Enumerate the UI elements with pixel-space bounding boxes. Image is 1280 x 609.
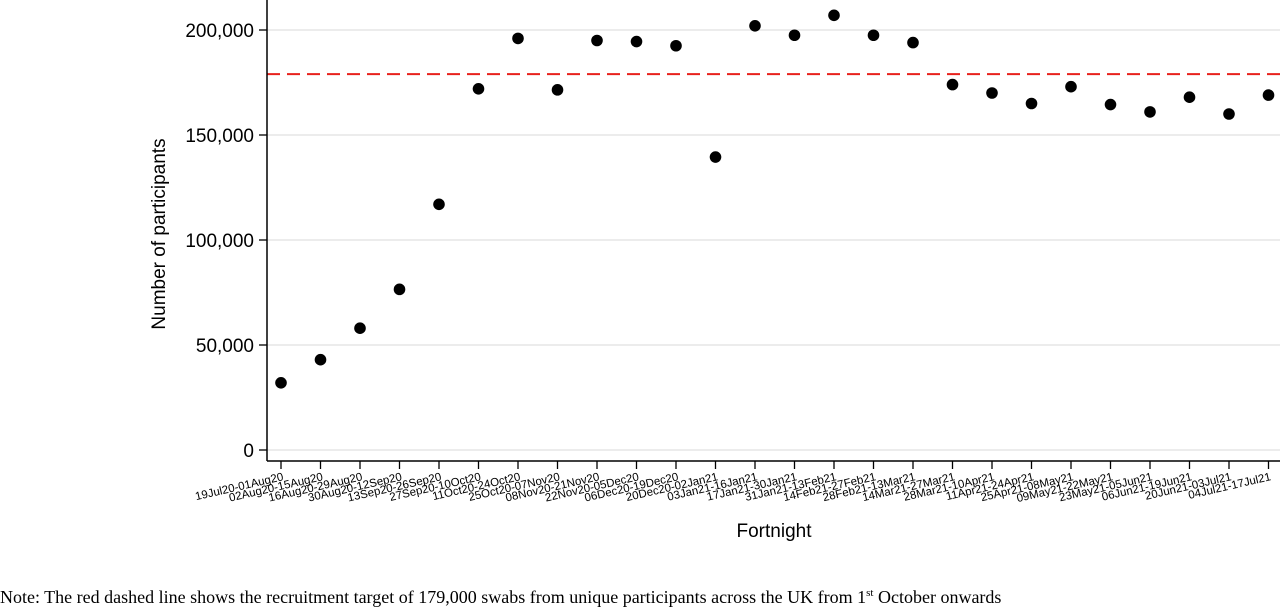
y-tick-label: 50,000: [196, 336, 254, 357]
data-point: [828, 9, 840, 22]
grid-lines: [267, 29, 1280, 451]
data-point: [393, 283, 406, 296]
data-point: [709, 151, 722, 163]
x-axis-label: Fortnight: [737, 521, 813, 542]
data-point: [1262, 89, 1275, 101]
data-point: [551, 84, 564, 96]
y-tick-label: 0: [243, 441, 254, 462]
data-point: [472, 83, 485, 95]
scatter-chart: 0 50,000 100,000 150,000 200,000 19Jul20-01A…: [149, 0, 1280, 542]
y-tick-label: 200,000: [185, 21, 254, 42]
note-superscript: st: [866, 587, 874, 599]
data-point: [986, 87, 998, 99]
data-point: [275, 377, 287, 389]
data-point: [867, 29, 880, 42]
data-point: [946, 78, 959, 91]
data-point: [1025, 97, 1038, 110]
data-point: [907, 36, 919, 49]
data-point: [1144, 106, 1156, 118]
axes: [259, 0, 1280, 469]
y-tick-labels: 0 50,000 100,000 150,000 200,000: [185, 21, 254, 462]
y-tick-label: 100,000: [185, 231, 254, 252]
data-point: [512, 32, 524, 45]
data-point: [630, 35, 643, 48]
y-axis-label: Number of participants: [149, 138, 170, 329]
data-point: [314, 353, 327, 366]
data-points: [275, 9, 1275, 389]
data-point: [433, 198, 445, 211]
data-point: [1065, 80, 1077, 93]
note-prefix: Note: The red dashed line shows the recr…: [0, 587, 867, 607]
data-point: [1104, 98, 1117, 111]
note-suffix: October onwards: [873, 587, 1002, 607]
data-point: [1223, 108, 1235, 120]
x-tick-labels: 19Jul20-01Aug2002Aug20-15Aug2016Aug20-29…: [194, 471, 1272, 505]
chart-note: Note: The red dashed line shows the recr…: [0, 587, 1001, 608]
data-point: [670, 39, 682, 52]
data-point: [354, 322, 366, 335]
data-point: [1183, 91, 1196, 103]
data-point: [749, 20, 761, 32]
data-point: [591, 34, 603, 47]
data-point: [788, 29, 801, 42]
y-tick-label: 150,000: [185, 126, 254, 147]
